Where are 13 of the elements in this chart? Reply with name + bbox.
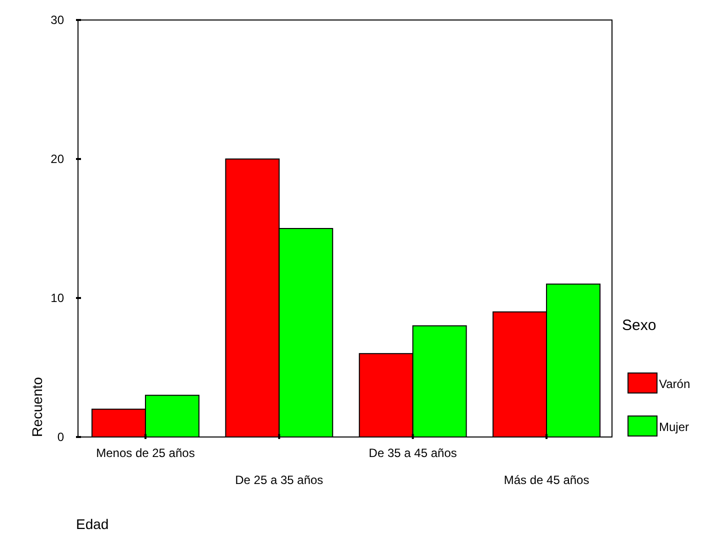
y-tick-label: 20 bbox=[50, 152, 64, 166]
y-tick-label: 30 bbox=[50, 13, 64, 27]
x-tick-label: Más de 45 años bbox=[504, 473, 590, 487]
legend-label: Mujer bbox=[659, 420, 690, 434]
x-tick-label: Menos de 25 años bbox=[96, 446, 195, 460]
x-axis-title: Edad bbox=[76, 516, 109, 532]
y-axis-title: Recuento bbox=[29, 376, 45, 437]
legend-label: Varón bbox=[659, 377, 690, 391]
legend-title: Sexo bbox=[622, 317, 656, 334]
y-tick-label: 0 bbox=[57, 430, 64, 444]
y-tick-label: 10 bbox=[50, 291, 64, 305]
x-tick-label: De 35 a 45 años bbox=[368, 446, 457, 460]
x-tick-label: De 25 a 35 años bbox=[235, 473, 324, 487]
